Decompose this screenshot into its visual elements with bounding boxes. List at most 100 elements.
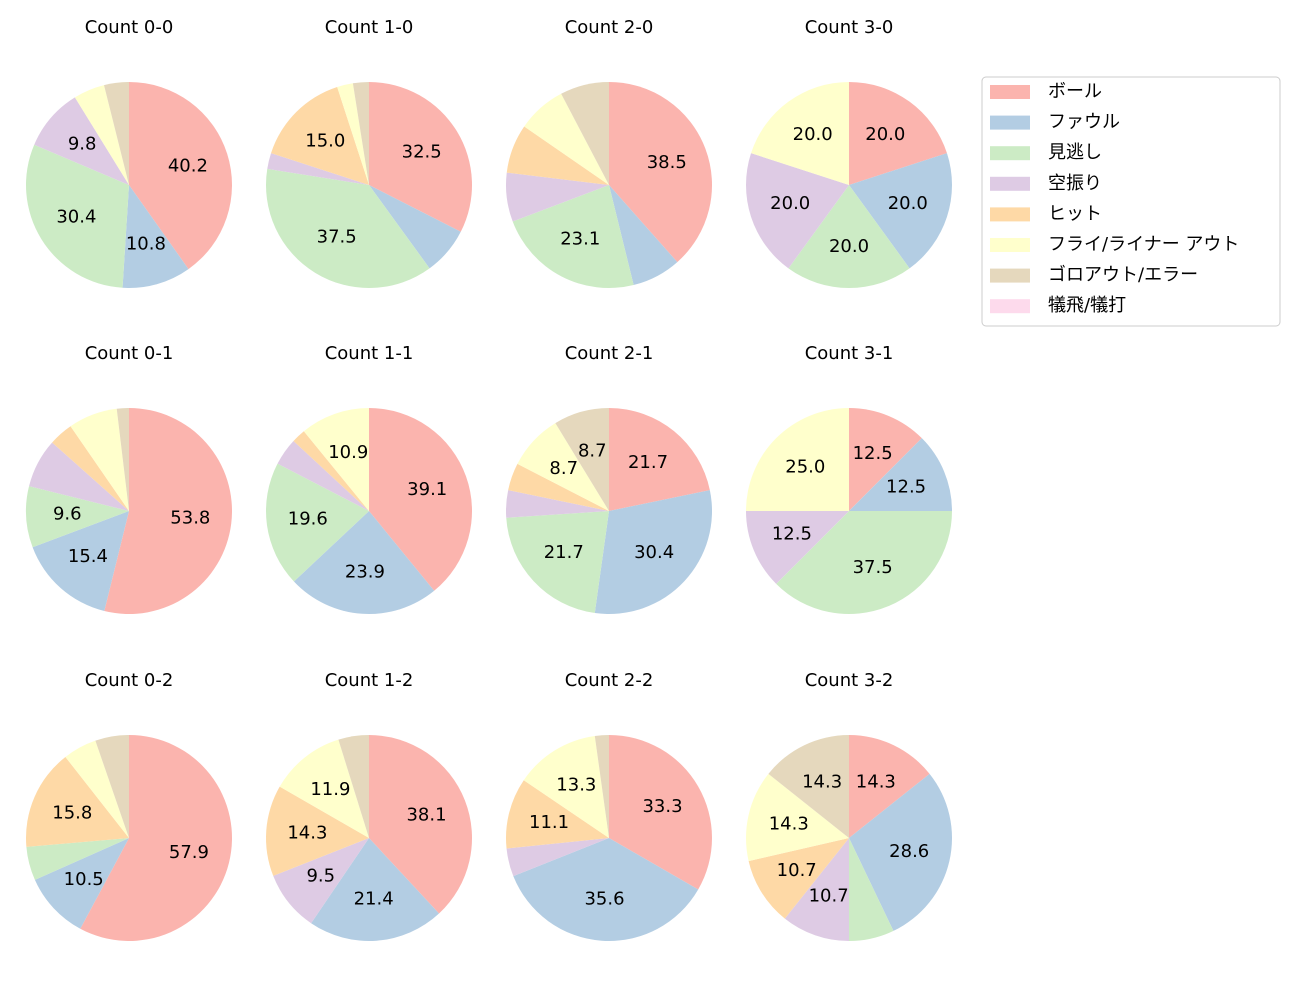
pie-slice xyxy=(609,82,712,263)
pie-slice xyxy=(52,426,129,511)
value-label: 12.5 xyxy=(772,524,812,545)
value-label: 20.0 xyxy=(793,124,833,145)
pie-slice xyxy=(74,85,129,185)
legend-label: 空振り xyxy=(1048,173,1102,194)
pie-slice xyxy=(337,83,369,185)
value-label: 11.1 xyxy=(529,812,569,833)
pie-slice xyxy=(751,82,849,185)
chart-title: Count 3-1 xyxy=(805,343,894,364)
legend-swatch xyxy=(990,268,1030,283)
value-label: 15.8 xyxy=(52,802,92,823)
pie-slice xyxy=(512,185,634,289)
legend-swatch xyxy=(990,299,1030,314)
pie-slice xyxy=(746,408,849,511)
value-label: 10.9 xyxy=(328,442,368,463)
pie-slice xyxy=(505,172,609,222)
chart-title: Count 3-0 xyxy=(805,17,894,38)
pie-slice xyxy=(279,739,369,838)
pie-slice xyxy=(849,838,894,941)
pie-slice xyxy=(505,780,609,849)
pie-slice xyxy=(594,735,609,838)
pie-slice xyxy=(849,773,952,931)
value-label: 15.0 xyxy=(305,130,345,151)
pie-slice xyxy=(849,735,930,838)
pie-slice xyxy=(784,838,849,941)
value-label: 14.3 xyxy=(287,823,327,844)
pie-slice xyxy=(338,735,369,838)
pie-slice xyxy=(594,490,712,614)
value-label: 37.5 xyxy=(317,227,357,248)
pie-slice xyxy=(849,438,952,511)
pie-slice xyxy=(768,735,849,838)
value-label: 38.5 xyxy=(647,152,687,173)
value-label: 21.7 xyxy=(544,542,584,563)
pie-slice xyxy=(746,153,849,269)
pie-slice xyxy=(506,490,609,518)
pie-slice xyxy=(80,735,232,941)
value-label: 40.2 xyxy=(168,155,208,176)
pie-slice xyxy=(746,511,849,584)
value-label: 14.3 xyxy=(802,771,842,792)
legend-swatch xyxy=(990,115,1030,130)
legend-box xyxy=(981,76,1281,327)
value-label: 12.5 xyxy=(886,476,926,497)
pie-slice xyxy=(524,93,609,185)
pie-slice xyxy=(116,408,129,511)
chart-title: Count 3-2 xyxy=(805,670,894,691)
chart-title: Count 0-1 xyxy=(85,343,174,364)
pie-slice xyxy=(369,185,461,269)
pie-slice xyxy=(849,153,952,269)
pie-slice xyxy=(70,408,129,511)
pie-slice xyxy=(506,511,609,614)
pie-slice xyxy=(267,153,369,185)
value-label: 9.5 xyxy=(306,866,335,887)
value-label: 15.4 xyxy=(68,546,108,567)
chart-title: Count 1-0 xyxy=(325,17,414,38)
pie-slice xyxy=(369,408,473,591)
pie-slice xyxy=(273,838,369,924)
legend-label: 見逃し xyxy=(1048,142,1102,163)
value-label: 28.6 xyxy=(889,841,929,862)
legend-swatch xyxy=(990,238,1030,252)
chart-title: Count 2-2 xyxy=(565,670,654,691)
pie-slice xyxy=(523,735,609,838)
pie-slice xyxy=(506,838,609,877)
value-label: 10.5 xyxy=(64,869,104,890)
value-label: 21.4 xyxy=(354,889,394,910)
pie-slice xyxy=(26,486,130,548)
pie-slice xyxy=(746,773,849,862)
legend-label: ヒット xyxy=(1048,203,1102,224)
value-label: 23.9 xyxy=(345,562,385,583)
chart-title: Count 0-2 xyxy=(85,670,174,691)
pie-slice xyxy=(293,431,369,511)
pie-slice xyxy=(29,442,130,511)
chart-title: Count 2-0 xyxy=(565,17,654,38)
value-label: 39.1 xyxy=(407,479,447,500)
value-label: 14.3 xyxy=(856,771,896,792)
legend-label: ボール xyxy=(1048,81,1102,102)
value-label: 20.0 xyxy=(865,124,905,145)
chart-title: Count 0-0 xyxy=(85,17,174,38)
value-label: 32.5 xyxy=(402,142,442,163)
legend-swatch xyxy=(990,176,1030,191)
value-label: 10.8 xyxy=(126,233,166,254)
value-label: 10.7 xyxy=(777,860,817,881)
value-label: 12.5 xyxy=(853,443,893,464)
pie-slice xyxy=(788,185,910,288)
pie-slice xyxy=(748,838,849,919)
pie-slice xyxy=(303,408,369,511)
value-label: 20.0 xyxy=(888,193,928,214)
value-label: 57.9 xyxy=(169,842,209,863)
pie-slice xyxy=(513,838,699,941)
value-label: 14.3 xyxy=(769,813,809,834)
value-label: 35.6 xyxy=(584,889,624,910)
pie-slice xyxy=(776,511,952,614)
value-label: 37.5 xyxy=(853,557,893,578)
pie-slice xyxy=(104,82,129,185)
pie-slice xyxy=(849,82,947,185)
pie-slice xyxy=(266,786,369,876)
pie-slice xyxy=(129,82,233,270)
value-label: 30.4 xyxy=(56,206,96,227)
pie-slice xyxy=(266,463,369,582)
